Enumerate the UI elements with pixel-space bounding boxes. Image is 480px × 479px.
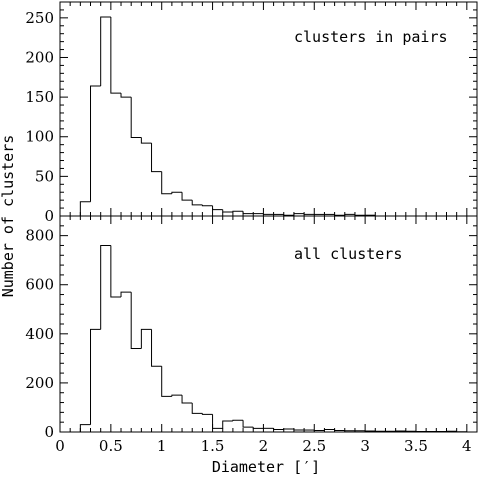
y-tick-label: 0: [44, 423, 54, 441]
histogram-bin: [354, 214, 366, 216]
histogram-bin: [191, 200, 203, 206]
histogram-bin: [191, 403, 203, 414]
histogram-bin: [130, 292, 142, 350]
histogram-bin: [171, 191, 183, 194]
y-axis-label: Number of clusters: [0, 135, 17, 298]
x-tick-label: 3: [360, 437, 370, 455]
y-tick-label: 200: [25, 48, 54, 66]
histogram-bin: [140, 137, 152, 144]
histogram-bin: [110, 17, 122, 94]
histogram-bin: [222, 420, 233, 429]
histogram-bin: [222, 209, 233, 213]
x-tick-label: 1: [157, 437, 167, 455]
histogram-bin: [171, 394, 183, 397]
histogram-bin: [79, 201, 91, 216]
histogram-bin: [303, 213, 315, 215]
histogram-bin: [120, 93, 132, 98]
histogram-bin: [140, 328, 152, 349]
x-tick-label: 0.5: [99, 437, 123, 455]
top-panel-clusters-in-pairs: 0 50 100 150 200 250 clusters in pairs: [25, 1, 478, 225]
y-tick-label: 0: [44, 207, 54, 225]
histogram-bin: [100, 244, 111, 330]
histogram-bin: [252, 427, 264, 429]
y-tick-label: 50: [35, 167, 54, 185]
x-tick-label: 0: [55, 437, 65, 455]
x-tick-label: 3.5: [404, 437, 428, 455]
histogram-bin: [344, 213, 355, 216]
histogram-bin: [90, 85, 101, 202]
y-tick-label: 250: [25, 9, 54, 27]
histogram-bin: [120, 291, 132, 297]
y-tick-label: 400: [25, 325, 54, 343]
histogram-bin: [151, 329, 162, 367]
histogram-bin: [262, 213, 274, 215]
histogram-bin: [151, 143, 162, 173]
histogram-bin: [201, 204, 213, 207]
histogram-bin: [232, 210, 244, 213]
panel-annotation: clusters in pairs: [294, 28, 448, 46]
y-tick-label: 200: [25, 374, 54, 392]
y-tick-label: 600: [25, 276, 54, 294]
histogram-bin: [79, 424, 91, 432]
histogram-bin: [242, 211, 254, 215]
histogram-bin: [283, 214, 294, 216]
bottom-panel-all-clusters: 0 200 400 600 800 0 0.5 1 1.5 2 2.5 3 3.5 4 all cluste…: [25, 215, 478, 455]
histogram-bin: [110, 245, 122, 298]
histogram-bin: [212, 414, 223, 429]
histogram-bin: [201, 413, 213, 415]
histogram-bin: [100, 16, 111, 87]
histogram-bin: [130, 97, 142, 139]
histogram-bin: [293, 429, 305, 431]
y-tick-label: 100: [25, 128, 54, 146]
histogram-bin: [293, 213, 305, 216]
plot-frame: [59, 215, 478, 433]
histogram-bin: [212, 205, 223, 211]
histogram-bin: [232, 419, 244, 421]
x-tick-label: 2.5: [302, 437, 326, 455]
y-tick-label: 150: [25, 88, 54, 106]
x-axis-label: Diameter [′]: [212, 458, 320, 476]
histogram-bin: [334, 429, 345, 432]
panel-annotation: all clusters: [294, 245, 402, 263]
histogram-bin: [90, 328, 101, 425]
histogram-bin: [161, 366, 172, 397]
histogram-bin: [242, 420, 254, 428]
histogram-bin: [323, 429, 335, 431]
histogram-bin: [181, 395, 193, 404]
histogram-bin: [273, 428, 284, 431]
histogram-bin: [334, 214, 345, 216]
x-tick-label: 4: [462, 437, 472, 455]
y-tick-label: 800: [25, 227, 54, 245]
x-tick-label: 1.5: [201, 437, 225, 455]
histogram-bin: [161, 171, 172, 195]
x-tick-label: 2: [259, 437, 269, 455]
histogram-bin: [181, 192, 193, 201]
